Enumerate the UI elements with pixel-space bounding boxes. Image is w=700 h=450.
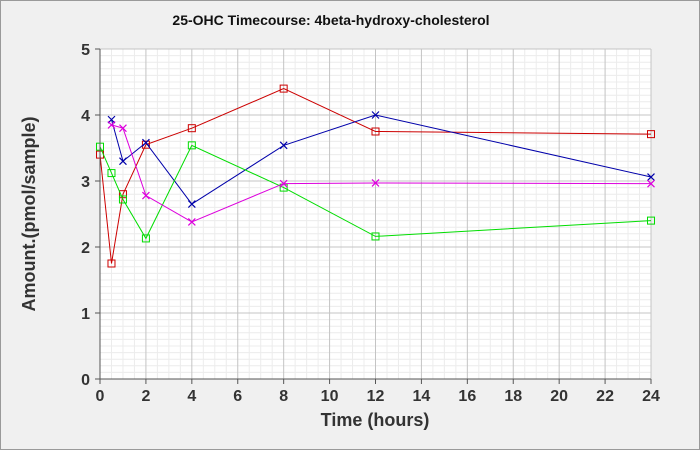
data-point-green (118, 195, 127, 204)
data-point-magenta (119, 124, 127, 133)
data-point-blue (119, 157, 127, 166)
y-tick-label: 0 (81, 372, 90, 389)
series-line-green (99, 144, 652, 240)
data-point-magenta (107, 120, 116, 129)
x-tick-label: 14 (413, 388, 431, 405)
data-point-magenta (187, 217, 196, 226)
data-point-blue (187, 200, 196, 209)
x-tick-label: 0 (96, 388, 105, 405)
data-point-blue (371, 111, 380, 119)
data-point-red (279, 84, 288, 93)
x-tick-label: 6 (233, 388, 242, 405)
y-tick-labels: 0 1 2 3 4 5 (81, 42, 90, 389)
data-point-blue (647, 173, 655, 181)
x-axis-label: Time (hours) (321, 410, 430, 430)
y-tick-label: 2 (81, 240, 90, 257)
x-tick-label: 22 (596, 388, 614, 405)
x-tick-label: 16 (458, 388, 476, 405)
x-tick-label: 20 (550, 388, 568, 405)
x-tick-label: 12 (367, 388, 385, 405)
y-tick-label: 4 (81, 108, 90, 125)
y-axis-label: Amount.(pmol/sample) (19, 116, 39, 311)
data-point-red (647, 130, 655, 139)
x-tick-label: 2 (141, 388, 150, 405)
x-tick-labels: 0 2 4 6 8 10 12 14 16 18 20 22 24 (96, 388, 660, 405)
data-point-magenta (279, 179, 288, 188)
y-tick-label: 3 (81, 174, 90, 191)
axes-layer (95, 48, 652, 384)
data-point-red (371, 127, 380, 136)
data-point-blue (141, 138, 150, 147)
series-line-red (99, 88, 652, 264)
data-point-red (107, 259, 116, 268)
data-point-green (141, 234, 150, 243)
x-tick-label: 24 (642, 388, 660, 405)
data-point-magenta (371, 179, 380, 187)
data-point-red (118, 190, 127, 199)
data-point-magenta (141, 191, 150, 200)
x-tick-label: 10 (321, 388, 339, 405)
x-tick-label: 8 (279, 388, 288, 405)
series-blue (107, 111, 655, 209)
data-point-magenta (647, 179, 655, 188)
data-point-red (141, 140, 150, 149)
data-point-green (647, 216, 655, 225)
chart-title: 25-OHC Timecourse: 4beta-hydroxy-cholest… (172, 12, 489, 28)
x-tick-label: 4 (187, 388, 196, 405)
data-point-green (107, 169, 116, 178)
y-tick-label: 5 (81, 42, 90, 59)
series-magenta (107, 120, 655, 226)
data-point-blue (279, 141, 288, 150)
series-layer (96, 84, 655, 268)
data-point-green (187, 141, 196, 150)
x-tick-label: 18 (504, 388, 522, 405)
data-point-green (371, 232, 380, 241)
data-point-red (187, 124, 196, 133)
y-tick-label: 1 (81, 306, 90, 323)
